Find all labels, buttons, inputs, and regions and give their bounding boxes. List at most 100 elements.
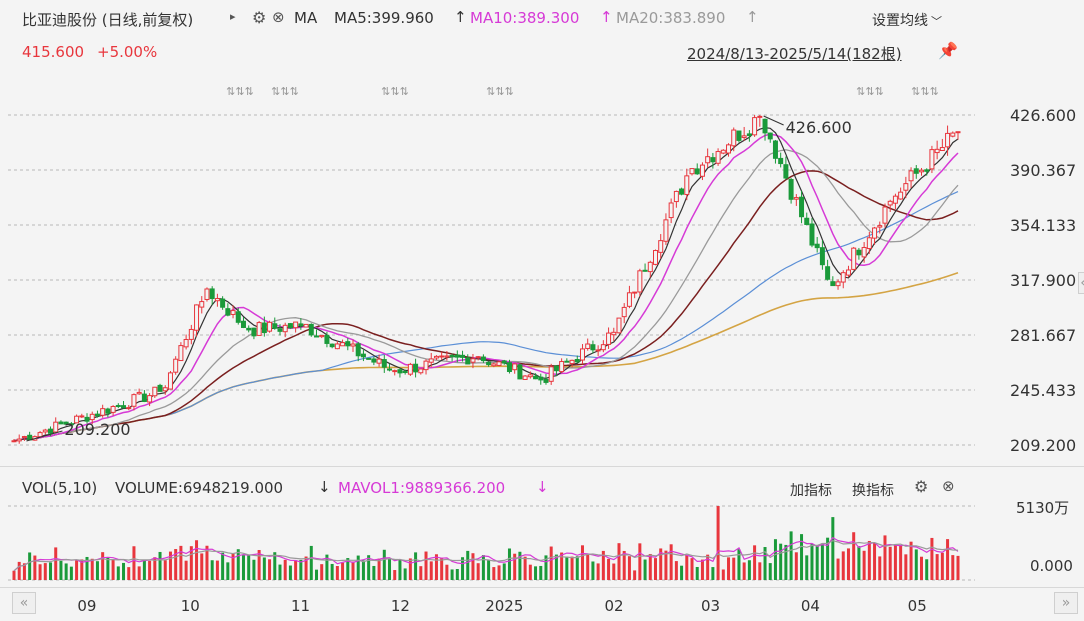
candle-down: [84, 416, 90, 422]
event-marker-icon: ⇅⇅⇅: [486, 85, 514, 98]
stock-title[interactable]: 比亚迪股份 (日线,前复权): [22, 11, 194, 29]
candles: [11, 115, 961, 444]
candle-up: [428, 358, 434, 363]
y-tick-label: 426.600: [1010, 106, 1076, 125]
candle-down: [27, 434, 33, 441]
x-axis-label: 09: [77, 597, 97, 615]
expand-arrow-icon[interactable]: ▸: [230, 10, 236, 23]
candle-up: [898, 191, 904, 200]
candle-down: [324, 334, 330, 344]
candle-up: [595, 349, 601, 352]
candle-up: [720, 149, 726, 154]
candle-up: [350, 343, 356, 347]
candle-down: [141, 393, 147, 403]
volume-bar-up: [351, 561, 355, 580]
volume-bar-down: [278, 564, 282, 580]
volume-bar-up: [132, 546, 136, 580]
candle-down: [355, 343, 361, 357]
ma-settings-button[interactable]: 设置均线 ﹀: [872, 13, 942, 29]
candle-down: [240, 320, 246, 328]
candle-down: [501, 360, 507, 364]
candle-down: [94, 413, 100, 417]
date-range[interactable]: 2024/8/13-2025/5/14(182根): [687, 45, 902, 63]
volume-bar-up: [137, 566, 141, 580]
volume-bar-down: [398, 559, 402, 580]
y-axis-ticks: 426.600 390.367 354.133 317.900 281.667 245.4…: [1010, 106, 1076, 455]
volume-gear-icon[interactable]: ⚙: [914, 477, 929, 496]
volume-bar-down: [361, 560, 365, 580]
volume-bar-down: [487, 559, 491, 580]
volume-bar-up: [12, 570, 16, 580]
candle-down: [157, 384, 163, 392]
candlestick-chart[interactable]: ⇅⇅⇅ ⇅⇅⇅ ⇅⇅⇅ ⇅⇅⇅ ⇅⇅⇅ ⇅⇅⇅ 426.600 209.200 426.60…: [0, 80, 1084, 466]
candle-up: [303, 323, 309, 328]
candle-down: [63, 421, 69, 425]
candle-up: [126, 407, 132, 410]
volume-bar-up: [174, 549, 178, 580]
volume-chart[interactable]: [0, 500, 1084, 586]
volume-bar-up: [899, 544, 903, 580]
candle-down: [788, 179, 794, 200]
candle-up: [606, 332, 612, 345]
volume-bar-down: [711, 567, 715, 580]
volume-bar-down: [325, 554, 329, 580]
right-panel-toggle[interactable]: ‹: [1078, 272, 1084, 294]
x-axis-label: 03: [700, 597, 721, 615]
candle-down: [679, 188, 685, 195]
volume-bar-up: [429, 561, 433, 580]
volume-bar-up: [153, 557, 157, 580]
add-indicator-button[interactable]: 加指标: [790, 483, 832, 499]
volume-close-icon[interactable]: ⊗: [942, 477, 955, 495]
pin-icon[interactable]: 📌: [938, 41, 958, 60]
x-axis-label: 02: [604, 597, 624, 615]
volume-bar-up: [434, 554, 438, 580]
candle-up: [684, 175, 690, 195]
volume-bar-up: [951, 555, 955, 580]
ma10-value: MA10:389.300: [470, 9, 580, 27]
volume-bar-down: [789, 531, 793, 580]
x-axis-label: 12: [390, 597, 410, 615]
candle-down: [105, 408, 111, 414]
volume-bar-down: [106, 557, 110, 580]
candle-down: [553, 365, 559, 372]
volume-bar-up: [33, 555, 37, 580]
volume-bar-up: [184, 560, 188, 580]
candle-up: [835, 281, 841, 287]
volume-bar-down: [450, 569, 454, 580]
candle-up: [167, 372, 173, 390]
candle-down: [48, 428, 54, 434]
volume-bar-down: [779, 543, 783, 580]
volume-bar-up: [294, 560, 298, 580]
candle-up: [668, 202, 674, 219]
volume-bar-down: [763, 547, 767, 580]
scroll-left-button[interactable]: «: [12, 592, 36, 614]
candle-up: [918, 169, 924, 173]
volume-bar-up: [836, 558, 840, 580]
volume-bar-down: [372, 565, 376, 580]
mavol-value: MAVOL1:9889366.200: [338, 479, 506, 497]
candle-up: [491, 363, 497, 367]
volume-bar-up: [195, 540, 199, 580]
candle-down: [246, 327, 252, 331]
candle-up: [663, 219, 669, 242]
volume-axis-top: 5130万: [1016, 499, 1070, 517]
volume-bar-down: [747, 560, 751, 580]
candle-up: [626, 292, 632, 307]
volume-bar-up: [909, 541, 913, 580]
candle-down: [277, 328, 283, 332]
gear-icon[interactable]: ⚙: [252, 8, 267, 27]
scroll-right-button[interactable]: »: [1054, 592, 1078, 614]
switch-indicator-button[interactable]: 换指标: [852, 483, 894, 499]
candle-up: [282, 324, 288, 333]
ma10-line: [13, 133, 959, 442]
volume-bar-up: [231, 553, 235, 580]
candle-up: [600, 344, 606, 351]
volume-bar-up: [127, 567, 131, 580]
volume-bar-down: [330, 563, 334, 580]
y-tick-label: 317.900: [1010, 271, 1076, 290]
candle-up: [872, 227, 878, 239]
candle-down: [209, 288, 215, 300]
volume-bar-up: [919, 556, 923, 580]
close-circle-icon[interactable]: ⊗: [272, 8, 285, 26]
candle-up: [204, 288, 210, 300]
